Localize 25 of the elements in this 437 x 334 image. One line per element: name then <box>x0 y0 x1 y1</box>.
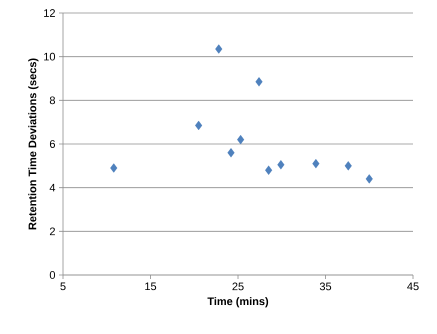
point <box>366 174 373 184</box>
y-tick-label: 0 <box>50 271 56 279</box>
y-tick-label: 6 <box>50 140 55 148</box>
y-tick-label: 2 <box>50 228 55 236</box>
point <box>195 120 202 130</box>
point <box>312 158 320 168</box>
y-axis-title: Retention Time Deviations (secs) <box>28 58 38 230</box>
y-tick-label: 8 <box>50 96 55 104</box>
x-axis-title: Time (mins) <box>207 297 268 308</box>
point <box>344 161 352 171</box>
x-tick-label: 45 <box>407 282 419 290</box>
point <box>255 77 263 86</box>
point <box>265 166 272 175</box>
point <box>215 44 222 54</box>
point <box>277 160 284 170</box>
y-tick-label: 12 <box>44 9 55 17</box>
point <box>110 163 118 173</box>
x-tick-label: 35 <box>320 282 332 290</box>
y-tick-label: 4 <box>50 184 56 192</box>
point <box>237 134 244 144</box>
x-tick-label: 15 <box>145 282 156 290</box>
x-tick-label: 5 <box>60 282 66 290</box>
point <box>227 148 235 158</box>
x-tick-label: 25 <box>232 282 244 290</box>
y-tick-label: 10 <box>44 52 56 61</box>
